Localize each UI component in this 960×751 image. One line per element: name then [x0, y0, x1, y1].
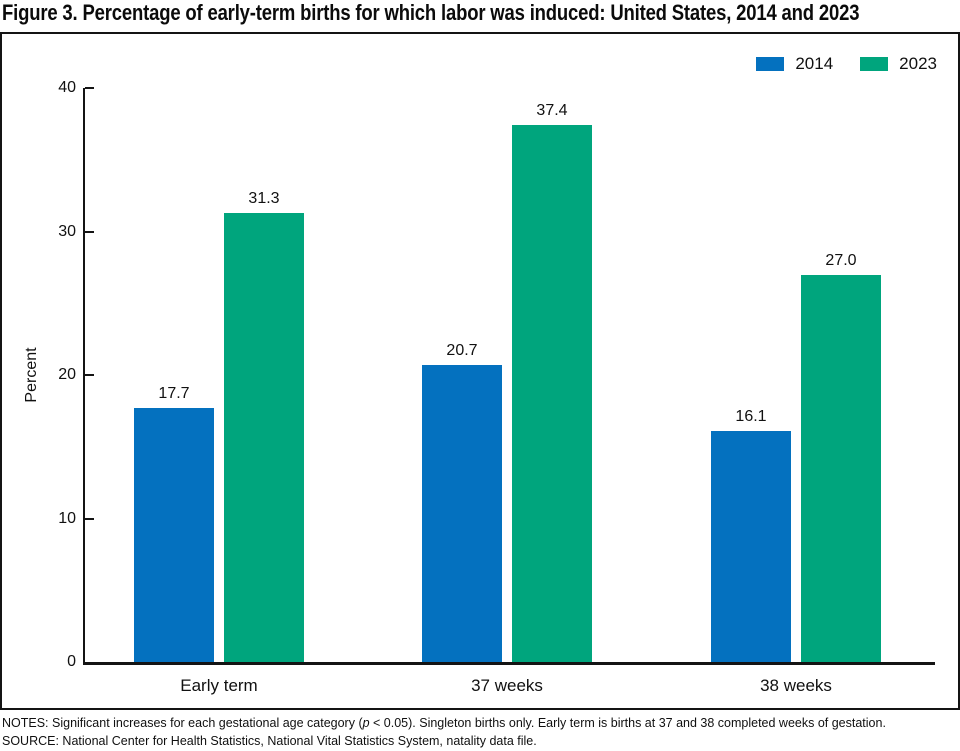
bar-2023-early-term — [224, 213, 304, 662]
y-tick-mark — [85, 87, 94, 89]
legend-label-2023: 2023 — [899, 54, 937, 73]
bar-2023-37-weeks — [512, 125, 592, 662]
figure-title: Figure 3. Percentage of early-term birth… — [2, 0, 860, 25]
legend-swatch-2014 — [756, 57, 785, 71]
x-category-label: Early term — [180, 676, 258, 695]
x-axis-line — [83, 662, 935, 665]
bar-2014-37-weeks — [422, 365, 502, 662]
y-tick-label: 30 — [58, 222, 76, 240]
notes-p-italic: p — [362, 716, 370, 730]
chart-area: 2014 2023 Percent 0 10 20 30 40 17.7 20.7 16.1 3… — [0, 32, 960, 710]
legend-swatch-2023 — [860, 57, 889, 71]
y-tick-label: 40 — [58, 79, 76, 96]
x-category-label: 37 weeks — [471, 676, 543, 695]
y-tick-mark — [85, 517, 94, 520]
x-category-label: 38 weeks — [760, 676, 832, 695]
y-axis-line — [83, 88, 85, 662]
y-tick-mark — [85, 374, 94, 376]
legend-label-2014: 2014 — [795, 54, 834, 73]
y-tick-label: 10 — [58, 509, 76, 527]
bar-value-2014-37-weeks: 20.7 — [446, 342, 478, 359]
legend: 2014 2023 — [756, 54, 937, 74]
y-tick-label: 0 — [67, 653, 76, 670]
notes-line: NOTES: Significant increases for each ge… — [2, 714, 886, 732]
bar-value-2023-early-term: 31.3 — [248, 190, 280, 207]
bar-2014-38-weeks — [711, 431, 791, 662]
source-line: SOURCE: National Center for Health Stati… — [2, 734, 537, 748]
bar-2023-38-weeks — [801, 275, 881, 662]
notes: NOTES: Significant increases for each ge… — [2, 714, 886, 750]
y-tick-label: 20 — [58, 366, 76, 383]
bar-value-2014-38-weeks: 16.1 — [735, 408, 767, 425]
bar-value-2014-early-term: 17.7 — [158, 385, 190, 402]
bar-value-2023-37-weeks: 37.4 — [536, 102, 568, 119]
notes-text: NOTES: Significant increases for each ge… — [2, 716, 363, 730]
notes-text: < 0.05). Singleton births only. Early te… — [369, 716, 886, 730]
bar-value-2023-38-weeks: 27.0 — [825, 252, 857, 269]
y-tick-mark — [85, 230, 94, 233]
bar-2014-early-term — [134, 408, 214, 662]
